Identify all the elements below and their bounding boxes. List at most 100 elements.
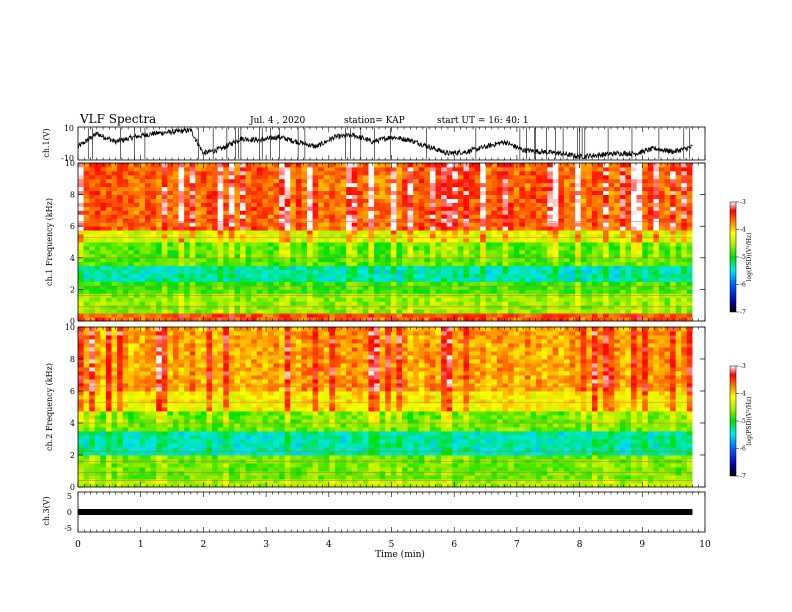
spectrogram-cell bbox=[167, 230, 174, 235]
spectrogram-cell bbox=[340, 234, 347, 239]
spectrogram-cell bbox=[346, 202, 353, 207]
spectrogram-cell bbox=[357, 230, 364, 235]
spectrogram-cell bbox=[446, 242, 453, 247]
spectrogram-cell bbox=[407, 253, 414, 259]
spectrogram-cell bbox=[323, 305, 330, 310]
spectrogram-cell bbox=[301, 166, 308, 172]
spectrogram-cell bbox=[156, 238, 163, 243]
spectrogram-cell bbox=[614, 305, 621, 310]
spectrogram-cell bbox=[480, 301, 487, 306]
spectrogram-cell bbox=[145, 289, 152, 294]
spectrogram-cell bbox=[290, 198, 297, 203]
spectrogram-cell bbox=[100, 261, 107, 267]
spectrogram-cell bbox=[122, 202, 129, 207]
spectrogram-cell bbox=[279, 249, 286, 255]
spectrogram-cell bbox=[675, 238, 682, 243]
spectrogram-cell bbox=[105, 257, 112, 263]
spectrogram-cell bbox=[251, 265, 258, 271]
spectrogram-cell bbox=[251, 218, 258, 223]
spectrogram-cell bbox=[251, 253, 258, 259]
spectrogram-cell bbox=[318, 261, 325, 267]
spectrogram-cell bbox=[446, 186, 453, 192]
spectrogram-cell bbox=[603, 242, 610, 247]
spectrogram-cell bbox=[480, 170, 487, 176]
spectrogram-cell bbox=[429, 186, 436, 192]
spectrogram-cell bbox=[446, 281, 453, 286]
spectrogram-cell bbox=[603, 214, 610, 219]
spectrogram-cell bbox=[105, 309, 112, 314]
spectrogram-cell bbox=[78, 198, 84, 203]
spectrogram-cell bbox=[519, 190, 526, 195]
spectrogram-cell bbox=[675, 198, 682, 203]
spectrogram-cell bbox=[279, 265, 286, 271]
spectrogram-cell bbox=[385, 174, 392, 180]
spectrogram-cell bbox=[83, 305, 90, 310]
spectrogram-cell bbox=[508, 174, 515, 180]
spectrogram-cell bbox=[480, 178, 487, 184]
spectrogram-cell bbox=[586, 273, 593, 278]
spectrogram-cell bbox=[89, 265, 96, 271]
spectrogram-cell bbox=[619, 234, 626, 239]
spectrogram-cell bbox=[625, 273, 632, 278]
spectrogram-cell bbox=[508, 317, 515, 322]
spectrogram-cell bbox=[385, 170, 392, 176]
spectrogram-cell bbox=[368, 226, 375, 231]
spectrogram-cell bbox=[441, 313, 448, 318]
spectrogram-cell bbox=[631, 186, 637, 192]
spectrogram-cell bbox=[362, 214, 369, 219]
spectrogram-cell bbox=[524, 210, 531, 215]
spectrogram-cell bbox=[362, 265, 369, 271]
spectrogram-cell bbox=[83, 257, 90, 263]
spectrogram-cell bbox=[145, 297, 152, 302]
spectrogram-cell bbox=[547, 170, 554, 176]
spectrogram-cell bbox=[307, 301, 314, 306]
spectrogram-cell bbox=[580, 178, 587, 184]
spectrogram-cell bbox=[100, 305, 107, 310]
spectrogram-cell bbox=[340, 198, 347, 203]
spectrogram-cell bbox=[78, 253, 84, 259]
spectrogram-cell bbox=[647, 206, 654, 211]
spectrogram-cell bbox=[368, 249, 375, 255]
spectrogram-cell bbox=[346, 313, 353, 318]
spectrogram-cell bbox=[681, 210, 688, 215]
spectrogram-cell bbox=[78, 277, 84, 282]
spectrogram-cell bbox=[614, 277, 621, 282]
spectrogram-cell bbox=[658, 309, 665, 314]
spectrogram-cell bbox=[491, 186, 498, 192]
spectrogram-cell bbox=[385, 238, 392, 243]
spectrogram-cell bbox=[329, 214, 336, 219]
spectrogram-cell bbox=[346, 234, 353, 239]
spectrogram-cell bbox=[239, 202, 246, 207]
spectrogram-cell bbox=[94, 206, 101, 211]
spectrogram-cell bbox=[608, 261, 615, 267]
spectrogram-cell bbox=[675, 190, 682, 195]
spectrogram-cell bbox=[189, 210, 196, 215]
spectrogram-cell bbox=[401, 242, 408, 247]
spectrogram-cell bbox=[603, 234, 610, 239]
spectrogram-cell bbox=[675, 226, 682, 231]
spectrogram-cell bbox=[575, 285, 582, 290]
spectrogram-cell bbox=[228, 277, 235, 282]
spectrogram-cell bbox=[329, 210, 336, 215]
spectrogram-cell bbox=[89, 269, 96, 274]
spectrogram-cell bbox=[334, 170, 341, 176]
spectrogram-cell bbox=[496, 301, 503, 306]
spectrogram-cell bbox=[519, 313, 526, 318]
spectrogram-cell bbox=[474, 317, 481, 322]
spectrogram-cell bbox=[83, 281, 90, 286]
spectrogram-cell bbox=[223, 226, 230, 231]
spectrogram-cell bbox=[262, 281, 269, 286]
spectrogram-cell bbox=[463, 285, 470, 290]
spectrogram-cell bbox=[469, 218, 476, 223]
spectrogram-cell bbox=[223, 242, 230, 247]
spectrogram-cell bbox=[686, 277, 693, 282]
spectrogram-cell bbox=[524, 206, 531, 211]
spectrogram-cell bbox=[686, 226, 693, 231]
spectrogram-cell bbox=[111, 317, 118, 322]
spectrogram-cell bbox=[189, 301, 196, 306]
spectrogram-cell bbox=[625, 242, 632, 247]
spectrogram-cell bbox=[664, 166, 671, 172]
spectrogram-cell bbox=[614, 206, 621, 211]
spectrogram-cell bbox=[301, 238, 308, 243]
spectrogram-cell bbox=[122, 297, 129, 302]
